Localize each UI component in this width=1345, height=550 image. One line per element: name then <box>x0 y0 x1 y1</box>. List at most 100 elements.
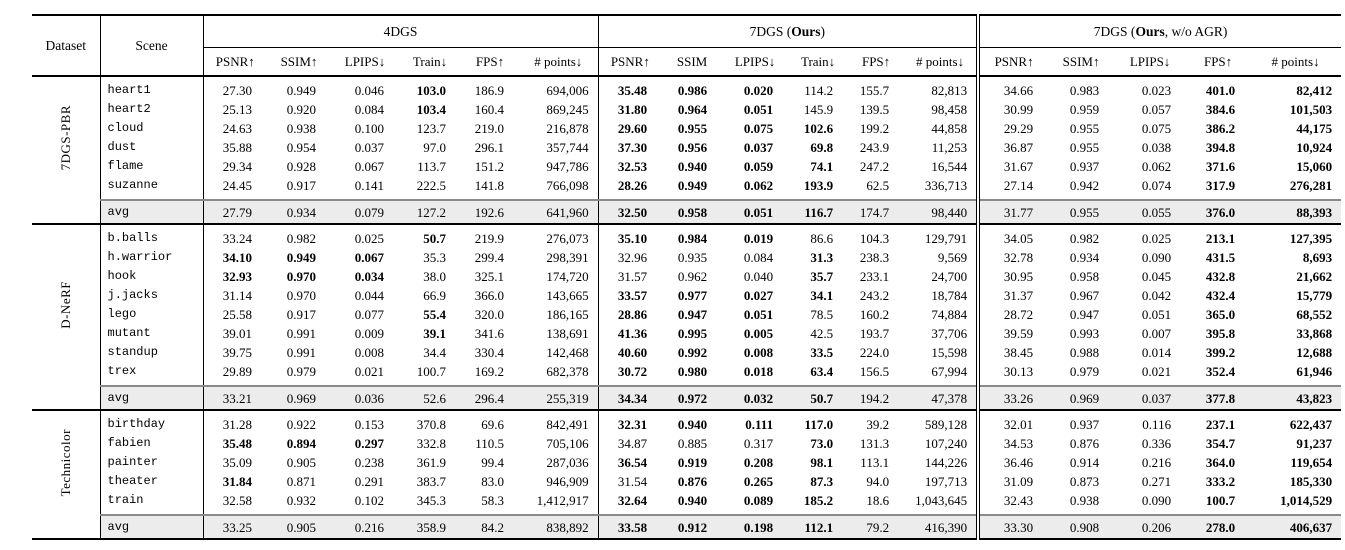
avg-row-corner <box>32 515 100 540</box>
table-cell: 98.1 <box>810 455 834 470</box>
table-cell: 37.30 <box>597 138 663 157</box>
table-cell: 332.8 <box>416 436 446 451</box>
table-cell: 361.9 <box>416 455 446 470</box>
table-cell: 287,036 <box>546 455 589 470</box>
table-cell: 36.87 <box>976 138 1049 157</box>
avg-label: avg <box>99 514 203 540</box>
table-cell: 317.9 <box>1205 178 1236 193</box>
table-cell: 0.075 <box>1141 121 1172 136</box>
avg-cell: 50.7 <box>788 385 849 411</box>
table-cell: 0.984 <box>677 231 708 246</box>
table-cell: 141.8 <box>474 178 504 193</box>
table-cell: 113.1 <box>860 455 890 470</box>
metric-header-#points: # points↓ <box>904 47 979 77</box>
table-cell: 0.084 <box>743 250 774 265</box>
table-cell: 352.4 <box>1205 364 1236 379</box>
table-cell: 34.10 <box>202 248 267 267</box>
avg-cell: 0.037 <box>1114 385 1187 411</box>
table-cell: 0.938 <box>286 121 316 136</box>
results-table: Dataset Scene 4DGS 7DGS (Ours) 7DGS (Our… <box>32 14 1342 540</box>
table-cell: 0.051 <box>743 102 774 117</box>
table-cell: 97.0 <box>423 140 446 155</box>
group-header-row: Dataset Scene 4DGS 7DGS (Ours) 7DGS (Our… <box>32 14 1342 77</box>
table-cell: 0.027 <box>743 288 774 303</box>
table-row: lego 25.58 0.917 0.077 55.4 320.0 186,165 28.86… <box>32 305 1341 324</box>
table-cell: 138,691 <box>546 326 589 341</box>
table-cell: 946,909 <box>546 474 589 489</box>
avg-cell: 377.8 <box>1186 385 1251 411</box>
metric-header-psnr: PSNR↑ <box>597 47 663 77</box>
table-cell: 0.265 <box>743 474 774 489</box>
table-cell: 119,654 <box>1290 455 1333 470</box>
table-cell: 233.1 <box>859 269 890 284</box>
table-cell: 622,437 <box>1289 417 1333 432</box>
table-cell: 0.934 <box>1069 250 1100 265</box>
avg-cell: 112.1 <box>788 514 849 540</box>
table-cell: 104.3 <box>859 231 890 246</box>
table-cell: 0.005 <box>743 326 774 341</box>
table-row: D-NeRF b.balls 33.24 0.982 0.025 50.7 219.9 276… <box>32 224 1341 329</box>
table-row: theater 31.84 0.871 0.291 383.7 83.0 946,909 31… <box>32 472 1341 491</box>
table-cell: 69.6 <box>481 417 504 432</box>
table-cell: 0.885 <box>677 436 708 451</box>
table-cell: 110.5 <box>475 436 504 451</box>
table-cell: 0.962 <box>677 269 708 284</box>
group-header-7dgs-ours-wo-agr: 7DGS (Ours, w/o AGR) <box>976 14 1342 48</box>
table-cell: 0.042 <box>1141 288 1172 303</box>
table-cell: 103.4 <box>416 102 446 117</box>
table-cell: 0.008 <box>354 345 384 360</box>
metric-header-fps: FPS↑ <box>461 47 519 77</box>
scene-label: dust <box>99 138 203 157</box>
scene-label: suzanne <box>99 176 203 200</box>
metric-header-psnr: PSNR↑ <box>976 47 1049 77</box>
table-cell: 34.1 <box>810 288 834 303</box>
avg-cell: 174.7 <box>848 199 905 225</box>
table-cell: 0.958 <box>1069 269 1100 284</box>
table-cell: 0.917 <box>286 178 316 193</box>
avg-cell: 0.051 <box>722 199 789 225</box>
scene-label: painter <box>99 453 203 472</box>
table-cell: 185.2 <box>803 493 834 508</box>
table-cell: 330.4 <box>474 345 504 360</box>
table-cell: 333.2 <box>1205 474 1236 489</box>
scene-label: flame <box>99 157 203 176</box>
table-cell: 186.9 <box>474 83 504 98</box>
table-cell: 30.95 <box>976 267 1049 286</box>
table-cell: 366.0 <box>474 288 504 303</box>
metric-header-lpips: LPIPS↓ <box>1114 47 1187 77</box>
table-cell: 0.077 <box>354 307 384 322</box>
table-cell: 44,175 <box>1296 121 1333 136</box>
scene-label: standup <box>99 343 203 362</box>
table-cell: 0.991 <box>286 345 316 360</box>
table-cell: 103.0 <box>416 83 446 98</box>
table-cell: 357,744 <box>546 140 589 155</box>
table-cell: 766,098 <box>546 178 589 193</box>
avg-cell: 194.2 <box>848 385 905 411</box>
table-cell: 0.074 <box>1141 178 1172 193</box>
table-cell: 31.3 <box>810 250 834 265</box>
table-cell: 0.988 <box>1069 345 1100 360</box>
table-cell: 25.13 <box>202 100 267 119</box>
table-cell: 0.046 <box>354 83 384 98</box>
table-cell: 238.3 <box>859 250 890 265</box>
table-cell: 0.932 <box>286 493 316 508</box>
table-cell: 0.111 <box>745 417 774 432</box>
metric-header-fps: FPS↑ <box>1186 47 1251 77</box>
table-cell: 0.059 <box>743 159 774 174</box>
avg-cell: 0.912 <box>662 514 723 540</box>
table-cell: 354.7 <box>1205 436 1236 451</box>
table-cell: 0.090 <box>1141 493 1172 508</box>
table-row: dust 35.88 0.954 0.037 97.0 296.1 357,744 37.30… <box>32 138 1341 157</box>
table-cell: 0.020 <box>743 83 774 98</box>
table-cell: 213.1 <box>1205 231 1236 246</box>
table-cell: 0.037 <box>354 140 384 155</box>
table-cell: 401.0 <box>1205 83 1236 98</box>
table-cell: 35.48 <box>202 434 267 453</box>
table-cell: 62.5 <box>866 178 890 193</box>
table-cell: 0.153 <box>354 417 384 432</box>
avg-cell: 0.908 <box>1048 514 1115 540</box>
table-cell: 74,884 <box>931 307 968 322</box>
table-cell: 0.983 <box>1069 83 1100 98</box>
table-cell: 0.090 <box>1141 250 1172 265</box>
